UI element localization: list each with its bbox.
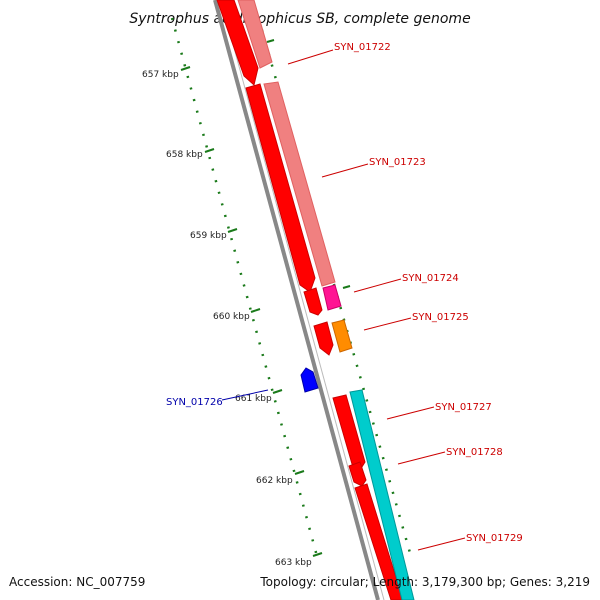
gene-label-01724[interactable]: SYN_01724 — [402, 273, 459, 284]
gene-track — [216, 0, 415, 600]
gene-orange-01725[interactable] — [331, 319, 353, 353]
gene-rna-01723[interactable] — [263, 81, 336, 287]
backbone-edge — [220, 0, 385, 600]
topology-text: Topology: circular; Length: 3,179,300 bp… — [259, 575, 590, 589]
gene-cds-01725[interactable] — [313, 321, 334, 356]
gene-cds-01722[interactable] — [216, 0, 259, 86]
gene-label-01729[interactable]: SYN_01729 — [466, 533, 523, 544]
tick-track — [170, 17, 320, 561]
gene-cds-01726[interactable] — [300, 367, 319, 393]
gene-cyan-feature[interactable] — [349, 389, 415, 600]
tick-label: 663 kbp — [275, 558, 312, 568]
tick-label: 659 kbp — [190, 231, 227, 241]
tick-label: 662 kbp — [256, 476, 293, 486]
tick-label: 661 kbp — [235, 394, 272, 404]
scale-ticks: 657 kbp 658 kbp 659 kbp 660 kbp 661 kbp … — [142, 39, 351, 568]
gene-label-01728[interactable]: SYN_01728 — [446, 447, 503, 458]
gene-label-01725[interactable]: SYN_01725 — [412, 312, 469, 323]
gene-magenta-01724[interactable] — [322, 284, 342, 311]
tick-label: 658 kbp — [166, 150, 203, 160]
gene-labels: SYN_01722 SYN_01723 SYN_01724 SYN_01725 … — [166, 42, 523, 551]
map-title: Syntrophus aciditrophicus SB, complete g… — [129, 11, 470, 27]
gene-label-01727[interactable]: SYN_01727 — [435, 402, 492, 413]
gene-label-01726[interactable]: SYN_01726 — [166, 397, 223, 408]
backbone — [213, 0, 380, 600]
gene-cds-01727[interactable] — [332, 394, 366, 471]
gene-cds-01729[interactable] — [354, 483, 404, 600]
gene-cds-01723[interactable] — [245, 83, 316, 293]
gene-label-01722[interactable]: SYN_01722 — [334, 42, 391, 53]
accession-text: Accession: NC_007759 — [9, 575, 145, 589]
gene-label-01723[interactable]: SYN_01723 — [369, 157, 426, 168]
gene-cds-01724[interactable] — [303, 287, 323, 316]
tick-label: 657 kbp — [142, 70, 179, 80]
tick-label: 660 kbp — [213, 312, 250, 322]
gene-cds-01728[interactable] — [348, 461, 367, 487]
gene-rna-01722[interactable] — [237, 0, 273, 69]
